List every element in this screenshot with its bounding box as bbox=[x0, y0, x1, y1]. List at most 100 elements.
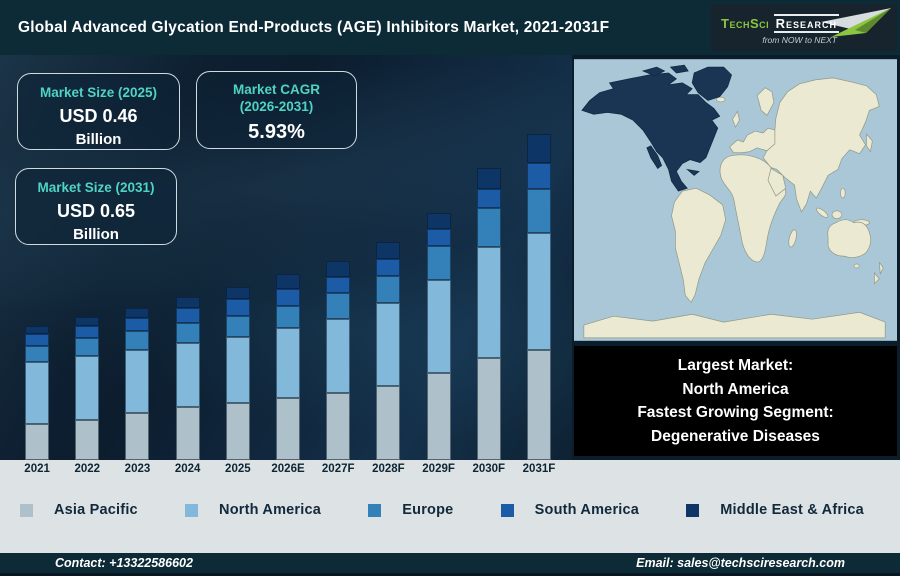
callout-box: Largest Market: North America Fastest Gr… bbox=[574, 346, 897, 456]
map-greenland bbox=[691, 66, 732, 101]
stacked-bar bbox=[276, 274, 301, 460]
bar-segment-asia-pacific bbox=[25, 424, 50, 460]
bar-column-2027F bbox=[313, 261, 363, 460]
bar-column-2028F bbox=[363, 242, 413, 460]
stat-value: USD 0.46 bbox=[59, 106, 138, 126]
bar-column-2024 bbox=[163, 297, 213, 460]
stacked-bar-chart bbox=[12, 55, 564, 460]
bar-segment-asia-pacific bbox=[326, 393, 351, 460]
map-asia bbox=[762, 77, 880, 213]
x-axis-label: 2022 bbox=[74, 463, 101, 475]
callout-line: Fastest Growing Segment: bbox=[637, 404, 834, 421]
world-map bbox=[574, 57, 897, 343]
x-axis-label: 2024 bbox=[174, 463, 201, 475]
stat-label: Market CAGR bbox=[232, 82, 321, 97]
map-australia bbox=[827, 219, 872, 258]
callout-line: Degenerative Diseases bbox=[651, 427, 820, 445]
x-axis-label: 2026E bbox=[271, 463, 305, 475]
bar-segment-north-america bbox=[526, 233, 551, 350]
legend-swatch bbox=[500, 503, 514, 517]
map-arabia bbox=[767, 167, 787, 197]
map-sumatra bbox=[816, 207, 829, 218]
footer-email: Email: sales@techsciresearch.com bbox=[636, 556, 845, 570]
map-new-zealand-south bbox=[874, 271, 880, 285]
logo-tagline: from NOW to NEXT bbox=[762, 35, 837, 45]
map-scandinavia bbox=[756, 87, 775, 116]
legend-item: South America bbox=[500, 502, 640, 518]
legend-label: South America bbox=[534, 502, 640, 518]
footer: Contact: +13322586602 Email: sales@techs… bbox=[0, 553, 900, 576]
stacked-bar bbox=[225, 287, 250, 460]
stacked-bar bbox=[526, 134, 551, 460]
map-madagascar bbox=[788, 229, 797, 248]
bar-column-2026E bbox=[263, 274, 313, 460]
stacked-bar bbox=[125, 308, 150, 460]
page-title: Global Advanced Glycation End-Products (… bbox=[18, 18, 610, 36]
bar-segment-europe bbox=[326, 293, 351, 319]
bar-segment-europe bbox=[25, 346, 50, 362]
logo-arrow-icon bbox=[821, 8, 891, 37]
bar-segment-europe bbox=[526, 189, 551, 233]
stacked-bar bbox=[376, 242, 401, 460]
map-japan bbox=[866, 133, 873, 153]
bar-segment-asia-pacific bbox=[426, 373, 451, 460]
map-philippines bbox=[840, 187, 846, 199]
map-arctic-islands bbox=[641, 66, 666, 77]
legend-swatch bbox=[185, 503, 199, 517]
callout-line: Largest Market: bbox=[677, 357, 794, 374]
map-cuba bbox=[686, 168, 700, 176]
bar-segment-europe bbox=[276, 306, 301, 328]
bar-segment-north-america bbox=[476, 247, 501, 358]
bar-column-2031F bbox=[514, 134, 564, 460]
x-axis-label: 2028F bbox=[372, 463, 405, 475]
bar-column-2030F bbox=[464, 168, 514, 460]
logo-brand-secondary: Research bbox=[773, 14, 839, 33]
bar-segment-europe bbox=[125, 331, 150, 350]
bar-segment-north-america bbox=[125, 350, 150, 413]
bar-column-2029F bbox=[414, 213, 464, 460]
legend-swatch bbox=[20, 503, 33, 517]
bar-segment-asia-pacific bbox=[526, 350, 551, 460]
logo-brand-primary: TechSci bbox=[721, 16, 770, 31]
legend-item: North America bbox=[185, 502, 321, 518]
x-axis-label: 2027F bbox=[321, 463, 355, 475]
legend-label: Europe bbox=[402, 502, 454, 518]
legend-item: Europe bbox=[368, 502, 453, 518]
bar-segment-europe bbox=[476, 208, 501, 247]
x-axis-label: 2031F bbox=[522, 463, 556, 475]
bar-segment-europe bbox=[225, 316, 250, 337]
map-borneo bbox=[831, 210, 843, 220]
map-antarctica bbox=[583, 311, 886, 339]
stat-box-market-cagr: Market CAGR (2026-2031) 5.93% bbox=[196, 71, 357, 149]
bar-column-2021 bbox=[12, 326, 62, 460]
bar-segment-south-america bbox=[526, 163, 551, 189]
bar-segment-south-america bbox=[376, 259, 401, 276]
map-south-america bbox=[671, 187, 727, 304]
bar-segment-north-america bbox=[175, 343, 200, 407]
map-arctic-islands bbox=[669, 64, 689, 74]
stat-unit: Billion bbox=[73, 226, 119, 243]
bar-segment-asia-pacific bbox=[175, 407, 200, 460]
stacked-bar bbox=[175, 297, 200, 460]
bottom-band: 2021 2022 2023 2024 2025 2026E 2027F 2028F 2029F… bbox=[0, 460, 900, 553]
bar-segment-south-america bbox=[326, 277, 351, 293]
stat-label: (2026-2031) bbox=[239, 99, 314, 114]
bar-segment-asia-pacific bbox=[225, 403, 250, 460]
bar-segment-europe bbox=[376, 276, 401, 303]
legend-item: Middle East & Africa bbox=[686, 502, 864, 518]
x-axis-label: 2023 bbox=[124, 463, 151, 475]
logo-text: TechSci Research from NOW to NEXT bbox=[721, 14, 839, 45]
bar-segment-asia-pacific bbox=[476, 358, 501, 460]
stacked-bar bbox=[326, 261, 351, 460]
stat-box-market-size-2025: Market Size (2025) USD 0.46 Billion bbox=[17, 73, 180, 150]
bar-segment-north-america bbox=[276, 328, 301, 398]
bar-segment-north-america bbox=[376, 303, 401, 386]
bar-segment-south-america bbox=[175, 308, 200, 323]
bar-segment-middle-east-africa bbox=[476, 168, 501, 189]
footer-contact: Contact: +13322586602 bbox=[55, 556, 193, 570]
bar-segment-middle-east-africa bbox=[125, 308, 150, 318]
bar-segment-south-america bbox=[426, 229, 451, 246]
stat-label: Market Size (2031) bbox=[37, 180, 155, 195]
legend-label: Asia Pacific bbox=[54, 502, 138, 518]
